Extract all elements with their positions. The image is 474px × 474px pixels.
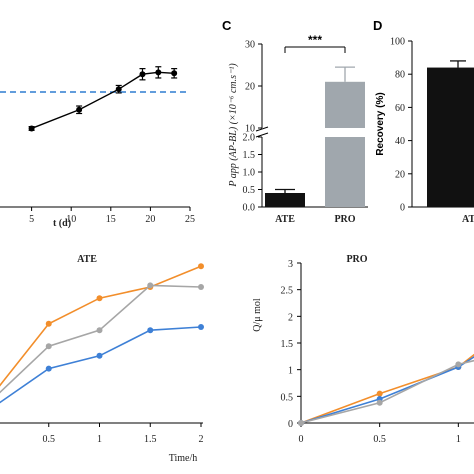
tl-x-label: t (d)	[53, 218, 71, 229]
d-y-ticks: 0 20 40 60 80 100	[390, 37, 412, 214]
ate-data-point	[147, 327, 154, 334]
pro-x-tick-label: 0	[299, 434, 304, 445]
tl-data-point	[28, 125, 35, 132]
pro-y-tick-label: 2.5	[281, 286, 294, 297]
c-bars: ATE PRO	[265, 66, 366, 225]
ate-series-line	[0, 326, 202, 404]
pro-data-point	[455, 361, 462, 368]
ate-x-label: Time/h	[169, 453, 198, 464]
c-y-ticks: 0.0 0.5 1.0 1.5 2.010 20 30	[243, 40, 262, 214]
ate-data-point	[198, 324, 204, 330]
pro-x-tick-label: 1	[456, 434, 461, 445]
c-y-tick-label: 30	[245, 40, 255, 51]
pro-data-point	[376, 390, 383, 397]
c-axis-break	[255, 126, 269, 138]
pro-x-tick-label: 0.5	[373, 434, 386, 445]
tl-data-point	[139, 71, 146, 78]
c-bar	[325, 81, 365, 207]
d-y-tick-label: 80	[395, 70, 405, 81]
tl-data-point	[76, 106, 83, 113]
ate-data-point	[45, 320, 52, 327]
c-y-tick-label: 0.5	[243, 185, 256, 196]
pro-data-point	[298, 420, 304, 426]
tl-x-ticks: 5 10 15 20 25	[29, 207, 195, 225]
pro-y-tick-label: 3	[288, 259, 293, 270]
tl-data-point	[115, 86, 122, 93]
d-y-tick-label: 20	[395, 169, 405, 180]
c-category-label: ATE	[275, 214, 295, 225]
c-y-tick-label: 20	[245, 82, 255, 93]
c-y-tick-label: 1.5	[243, 150, 256, 161]
c-y-tick-label: 2.0	[243, 133, 256, 144]
pro-series-line	[300, 359, 474, 424]
ate-data-point	[96, 352, 103, 359]
ate-data-point	[45, 343, 52, 350]
ate-data-point	[96, 327, 103, 334]
ate-x-tick-label: 1	[97, 434, 102, 445]
panel-c: C 0.0 0.5 1.0 1.5 2.010 20 30 ATE PRO *** P app…	[222, 18, 368, 225]
ate-title: ATE	[77, 254, 97, 265]
tl-data-point	[171, 70, 178, 77]
d-y-tick-label: 100	[390, 37, 405, 48]
d-y-tick-label: 0	[400, 203, 405, 214]
pro-y-tick-label: 1	[288, 366, 293, 377]
panel-c-letter: C	[222, 18, 232, 33]
c-significance-label: ***	[308, 33, 322, 47]
panel-d-letter: D	[373, 18, 382, 33]
c-y-tick-label: 1.0	[243, 168, 256, 179]
d-y-label: Recovery (%)	[375, 92, 386, 155]
tl-x-tick-label: 25	[185, 214, 195, 225]
panel-ate: ATE 0.5 1 1.5 2 Time/h	[0, 254, 204, 464]
d-y-tick-label: 60	[395, 103, 405, 114]
c-bar-break-gap	[324, 128, 366, 137]
c-significance-bracket	[284, 46, 346, 53]
c-bar	[265, 193, 305, 207]
panel-pro: PRO 0 0.5 1 1.5 2 2.5 3 0 0.5 1 1.5 Q/μ mol	[252, 254, 474, 445]
ate-x-tick-label: 1.5	[144, 434, 157, 445]
ate-data-point	[45, 365, 52, 372]
tl-x-tick-label: 5	[29, 214, 34, 225]
ate-x-ticks: 0.5 1 1.5 2	[43, 423, 204, 445]
pro-y-tick-label: 1.5	[281, 339, 294, 350]
c-y-tick-label: 10	[245, 124, 255, 135]
pro-series-line	[300, 353, 474, 424]
pro-y-tick-label: 0	[288, 419, 293, 430]
pro-y-ticks: 0 0.5 1 1.5 2 2.5 3	[281, 259, 301, 430]
tl-x-tick-label: 15	[106, 214, 116, 225]
d-bar	[427, 67, 474, 207]
tl-data-point	[155, 69, 162, 76]
ate-x-tick-label: 2	[199, 434, 204, 445]
tl-x-tick-label: 20	[145, 214, 155, 225]
c-y-tick-label: 0.0	[243, 203, 256, 214]
pro-title: PRO	[346, 254, 367, 265]
panel-top-left: 5 10 15 20 25 t (d)	[0, 66, 195, 229]
ate-data-point	[96, 295, 103, 302]
c-y-label: P app (AP-BL) (×10⁻⁶ cm.s⁻¹)	[228, 63, 239, 188]
pro-series	[298, 353, 474, 426]
tl-x-tick-label: 10	[66, 214, 76, 225]
ate-x-tick-label: 0.5	[43, 434, 56, 445]
tl-series-path	[31, 71, 175, 130]
ate-series-line	[0, 265, 202, 387]
pro-y-tick-label: 2	[288, 312, 293, 323]
ate-data-point	[198, 284, 204, 290]
pro-x-ticks: 00.511.5	[299, 423, 461, 445]
ate-series	[0, 263, 204, 404]
ate-data-point	[147, 282, 154, 289]
tl-series-line	[28, 66, 178, 132]
d-category-label: ATE	[462, 214, 474, 225]
d-y-tick-label: 40	[395, 136, 405, 147]
c-category-label: PRO	[334, 214, 355, 225]
ate-data-point	[198, 263, 204, 270]
d-bars: ATE	[427, 60, 474, 225]
pro-data-point	[376, 399, 383, 406]
pro-y-label: Q/μ mol	[252, 298, 263, 332]
pro-y-tick-label: 0.5	[281, 392, 294, 403]
ate-series-line	[0, 284, 202, 394]
panel-d: D 0 20 40 60 80 100 ATE Recovery (%)	[373, 18, 474, 225]
